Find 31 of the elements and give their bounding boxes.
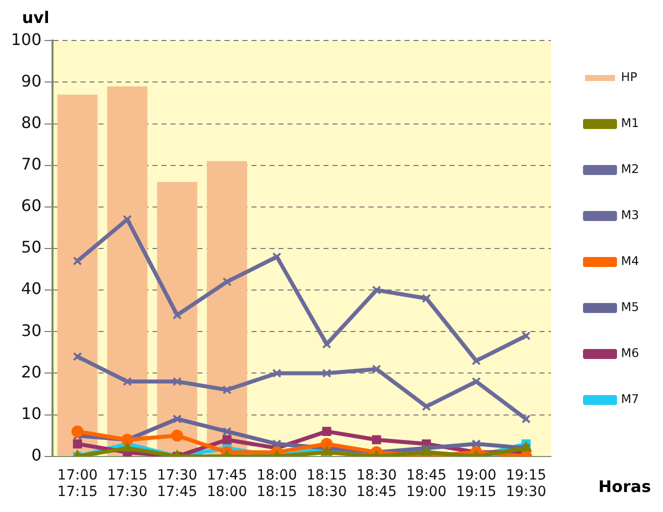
y-axis-title: uvl — [22, 8, 50, 27]
legend-label: M6 — [621, 346, 640, 360]
x-axis-title: Horas — [598, 477, 651, 496]
y-tick-label: 20 — [21, 362, 42, 382]
x-tick-label: 19:15 19:30 — [506, 467, 546, 500]
y-tick-label: 80 — [21, 112, 42, 132]
y-tick-label: 40 — [21, 279, 42, 298]
y-tick-label: 0 — [31, 446, 42, 465]
y-tick-label: 100 — [10, 30, 42, 49]
x-tick-label: 17:30 17:45 — [156, 467, 198, 500]
x-tick-label: 19:00 19:15 — [456, 467, 496, 500]
legend-label: M2 — [621, 162, 640, 176]
x-tick-label: 18:45 19:00 — [406, 467, 447, 500]
legend-label: HP — [621, 70, 638, 84]
y-tick-label: 60 — [21, 196, 42, 216]
x-tick-label: 17:45 18:00 — [206, 467, 248, 500]
x-tick-label: 17:00 17:15 — [57, 467, 98, 500]
x-tick-label: 18:00 18:15 — [256, 467, 298, 500]
y-tick-label: 30 — [21, 320, 42, 340]
x-tick-label: 18:15 18:30 — [306, 467, 347, 500]
legend-label: M7 — [621, 392, 640, 406]
legend-label: M4 — [621, 254, 640, 268]
y-tick-label: 70 — [21, 154, 42, 174]
x-tick-label: 18:30 18:45 — [356, 467, 397, 500]
legend-label: M5 — [621, 300, 640, 314]
legend-label: M3 — [621, 208, 640, 222]
legend-label: M1 — [621, 116, 640, 130]
x-tick-label: 17:15 17:30 — [107, 467, 148, 500]
y-tick-label: 50 — [21, 238, 42, 257]
y-tick-label: 90 — [21, 71, 42, 90]
y-tick-label: 10 — [21, 404, 42, 423]
